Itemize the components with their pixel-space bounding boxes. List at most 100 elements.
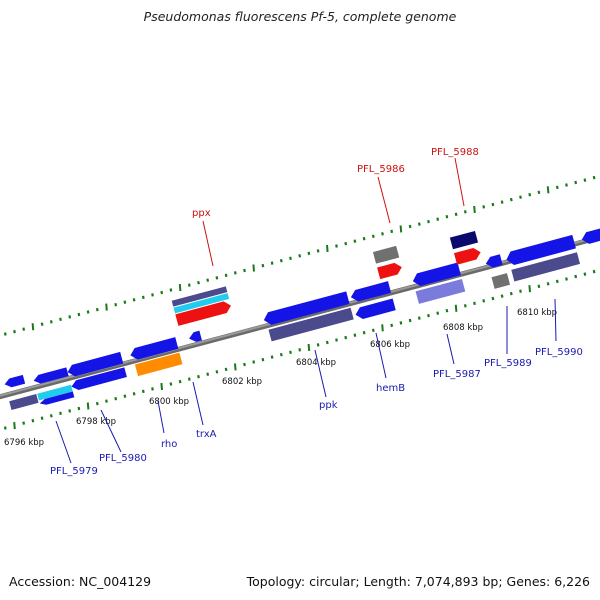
gene-PFL_5987[interactable] — [411, 262, 461, 288]
ruler-label: 6802 kbp — [222, 377, 262, 387]
minor-tick — [224, 273, 228, 278]
ruler-label: 6798 kbp — [76, 417, 116, 427]
ruler-label: 6808 kbp — [443, 323, 483, 333]
minor-tick — [270, 355, 274, 359]
gene-hemB-lower[interactable] — [354, 298, 396, 321]
major-tick — [546, 186, 550, 194]
minor-tick — [13, 329, 16, 334]
minor-tick — [592, 269, 596, 274]
minor-tick — [381, 232, 384, 236]
gene-PFL_5989[interactable] — [484, 254, 503, 269]
gene-rho-cog[interactable] — [134, 352, 183, 377]
minor-tick — [445, 214, 449, 219]
gene-ppx[interactable] — [175, 300, 232, 326]
minor-tick — [546, 282, 550, 286]
minor-tick — [592, 175, 596, 180]
ruler-label: 6804 kbp — [296, 358, 336, 368]
gene-label-PFL_5990[interactable]: PFL_5990 — [535, 347, 583, 358]
gene-PFL_5988-cog[interactable] — [449, 230, 479, 250]
minor-tick — [77, 312, 81, 317]
gene-ppk[interactable] — [262, 291, 350, 326]
minor-tick — [197, 280, 200, 285]
minor-tick — [68, 409, 72, 413]
gene-partial-right[interactable] — [580, 223, 600, 245]
gene-PFL_5980-a[interactable] — [33, 367, 69, 385]
minor-tick — [187, 377, 191, 381]
minor-tick — [279, 352, 283, 357]
minor-tick — [22, 421, 26, 425]
gene-PFL_5986-cog[interactable] — [372, 245, 400, 264]
gene-PFL_5989-cog[interactable] — [491, 273, 511, 289]
gene-PFL_5980-b[interactable] — [39, 391, 75, 406]
gene-PFL_5979[interactable] — [3, 374, 26, 389]
gene-label-PFL_5986[interactable]: PFL_5986 — [357, 164, 405, 175]
minor-tick — [399, 321, 403, 325]
gene-label-PFL_5979[interactable]: PFL_5979 — [50, 466, 98, 477]
minor-tick — [463, 210, 467, 214]
gene-PFL_5990[interactable] — [505, 234, 576, 267]
minor-tick — [289, 256, 292, 261]
minor-tick — [252, 360, 256, 364]
minor-tick — [49, 414, 53, 418]
gene-PFL_5987-cog[interactable] — [415, 278, 466, 304]
minor-tick — [206, 372, 210, 376]
gene-label-hemB[interactable]: hemB — [376, 383, 405, 394]
gene-label-ppk[interactable]: ppk — [319, 400, 338, 411]
major-tick — [307, 343, 311, 351]
gene-label-PFL_5987[interactable]: PFL_5987 — [433, 369, 481, 380]
major-tick — [528, 285, 531, 293]
minor-tick — [114, 302, 118, 307]
minor-tick — [151, 293, 154, 297]
minor-tick — [390, 229, 394, 234]
minor-tick — [86, 310, 90, 314]
minor-tick — [169, 382, 173, 386]
gene-PFL_5986[interactable] — [377, 261, 403, 280]
label-leaders — [55, 157, 557, 464]
minor-tick — [289, 350, 292, 355]
gene-label-PFL_5988[interactable]: PFL_5988 — [431, 147, 479, 158]
gene-PFL_5979-cog[interactable] — [9, 394, 39, 410]
gene-label-ppx[interactable]: ppx — [192, 208, 211, 219]
gene-label-PFL_5980[interactable]: PFL_5980 — [99, 453, 147, 464]
gene-PFL_5988[interactable] — [453, 246, 482, 265]
ruler-label: 6800 kbp — [149, 397, 189, 407]
minor-tick — [59, 317, 62, 322]
lower-tick-row — [3, 269, 596, 430]
gene-ppk-cog[interactable] — [268, 307, 354, 342]
minor-tick — [583, 178, 587, 182]
gene-ppx-cog[interactable] — [171, 286, 228, 307]
minor-tick — [482, 205, 486, 209]
gene-label-rho[interactable]: rho — [161, 439, 177, 450]
minor-tick — [537, 190, 541, 195]
gene-PFL_5980-cyan[interactable] — [37, 384, 73, 401]
minor-tick — [215, 370, 219, 374]
minor-tick — [270, 261, 274, 265]
gene-rho[interactable] — [129, 337, 179, 361]
minor-tick — [141, 389, 145, 394]
minor-tick — [206, 278, 210, 282]
minor-tick — [555, 279, 559, 284]
minor-tick — [436, 217, 440, 221]
minor-tick — [519, 289, 522, 293]
gene-trxA[interactable] — [188, 330, 202, 344]
minor-tick — [574, 180, 578, 185]
minor-tick — [473, 301, 476, 306]
gene-PFL_5990-cog[interactable] — [511, 252, 581, 282]
minor-tick — [49, 320, 53, 324]
gene-label-trxA[interactable]: trxA — [196, 429, 217, 440]
ruler-label: 6810 kbp — [517, 308, 557, 318]
gene-ppx-cyan[interactable] — [173, 293, 230, 314]
minor-tick — [555, 185, 559, 190]
major-tick — [13, 422, 16, 430]
major-tick — [326, 244, 329, 253]
minor-tick — [243, 268, 246, 273]
gene-PFL_5980[interactable] — [66, 351, 124, 378]
minor-tick — [565, 183, 568, 187]
major-tick — [381, 324, 384, 332]
gene-hemB[interactable] — [349, 281, 392, 303]
gene-PFL_5980-lower[interactable] — [70, 367, 127, 391]
gene-label-PFL_5989[interactable]: PFL_5989 — [484, 358, 532, 369]
major-tick — [31, 323, 35, 331]
major-tick — [160, 382, 163, 391]
